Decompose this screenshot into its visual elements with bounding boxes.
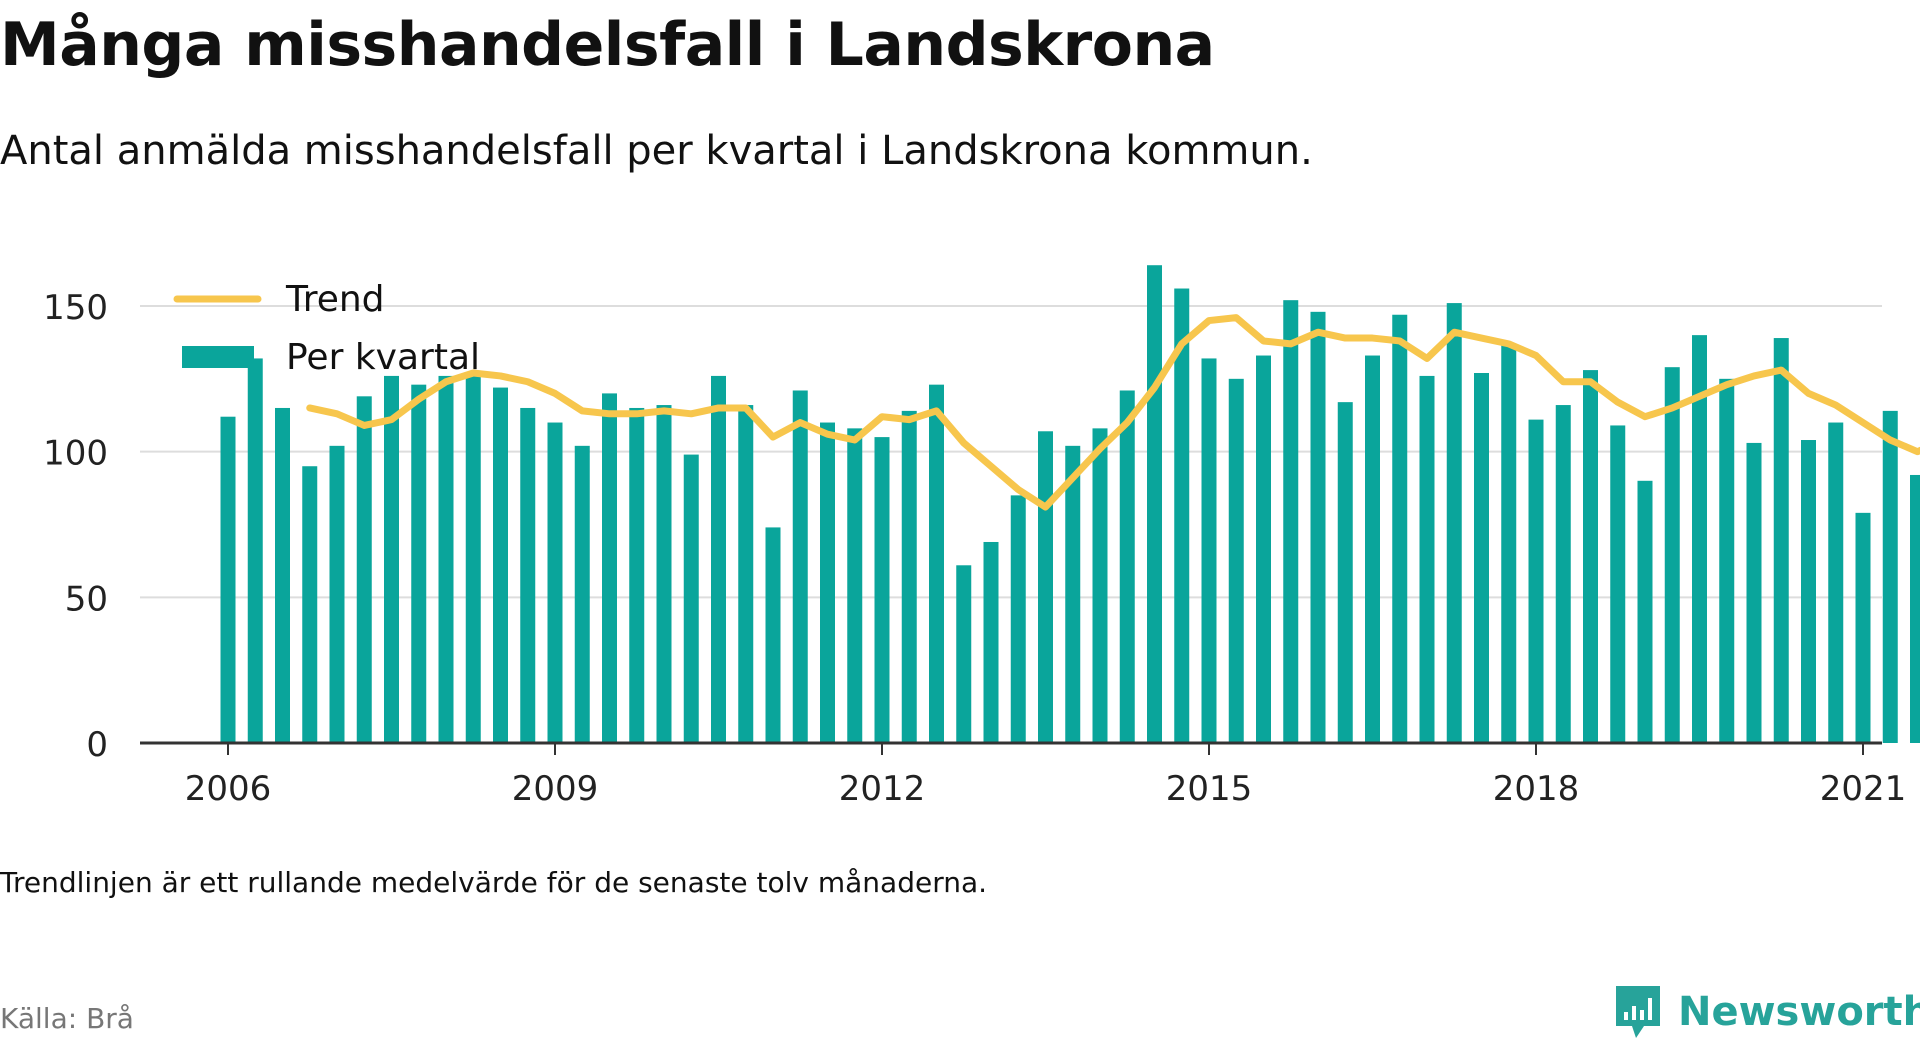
bar[interactable] <box>384 376 399 743</box>
bar[interactable] <box>684 455 699 743</box>
bar[interactable] <box>330 446 345 743</box>
bar[interactable] <box>1774 338 1789 743</box>
x-tick-label: 2006 <box>185 769 272 809</box>
bar[interactable] <box>1065 446 1080 743</box>
bar[interactable] <box>793 390 808 743</box>
source-credit: Källa: Brå <box>0 1002 134 1035</box>
x-tick-label: 2009 <box>512 769 599 809</box>
bar[interactable] <box>1392 315 1407 743</box>
bar[interactable] <box>929 385 944 743</box>
legend-trend-label[interactable]: Trend <box>285 279 385 320</box>
bar[interactable] <box>1420 376 1435 743</box>
legend-bar-label[interactable]: Per kvartal <box>286 337 480 378</box>
bar[interactable] <box>1747 443 1762 743</box>
footnote: Trendlinjen är ett rullande medelvärde f… <box>0 866 987 899</box>
newsworthy-brand-name: Newsworthy <box>1678 989 1920 1035</box>
bar[interactable] <box>520 408 535 743</box>
bar[interactable] <box>984 542 999 743</box>
x-tick-label: 2021 <box>1820 769 1907 809</box>
newsworthy-logo[interactable]: Newsworthy <box>1612 982 1920 1042</box>
bar[interactable] <box>711 376 726 743</box>
y-tick-label: 100 <box>43 434 108 474</box>
bar[interactable] <box>493 388 508 743</box>
bar[interactable] <box>766 527 781 743</box>
bar[interactable] <box>357 396 372 743</box>
bar[interactable] <box>302 466 317 743</box>
bar[interactable] <box>1665 367 1680 743</box>
legend: Trend Per kvartal <box>177 279 480 378</box>
bar[interactable] <box>902 411 917 743</box>
bar[interactable] <box>466 376 481 743</box>
x-tick-label: 2018 <box>1493 769 1580 809</box>
bar[interactable] <box>1719 379 1734 743</box>
bar[interactable] <box>1365 356 1380 743</box>
bar[interactable] <box>738 405 753 743</box>
legend-bar-swatch <box>182 346 254 368</box>
bar[interactable] <box>248 358 263 743</box>
bar[interactable] <box>1583 370 1598 743</box>
bar[interactable] <box>657 405 672 743</box>
bar[interactable] <box>1338 402 1353 743</box>
bar[interactable] <box>1011 495 1026 743</box>
bar[interactable] <box>1229 379 1244 743</box>
bar[interactable] <box>1883 411 1898 743</box>
bar[interactable] <box>1801 440 1816 743</box>
bar[interactable] <box>956 565 971 743</box>
bar[interactable] <box>575 446 590 743</box>
bar[interactable] <box>1283 300 1298 743</box>
bar[interactable] <box>1202 358 1217 743</box>
y-tick-label: 50 <box>65 579 108 619</box>
bar[interactable] <box>875 437 890 743</box>
bar[interactable] <box>1610 425 1625 743</box>
y-tick-label: 0 <box>86 725 108 765</box>
bar[interactable] <box>1447 303 1462 743</box>
bar[interactable] <box>548 423 563 743</box>
bar[interactable] <box>1093 428 1108 743</box>
y-tick-label: 150 <box>43 288 108 328</box>
bar[interactable] <box>820 423 835 743</box>
x-tick-label: 2012 <box>839 769 926 809</box>
bar[interactable] <box>602 393 617 743</box>
bar[interactable] <box>1474 373 1489 743</box>
bar[interactable] <box>1501 344 1516 743</box>
bar[interactable] <box>1311 312 1326 743</box>
bar[interactable] <box>1120 390 1135 743</box>
bar[interactable] <box>1529 420 1544 743</box>
bar[interactable] <box>847 428 862 743</box>
bar[interactable] <box>1256 356 1271 743</box>
newsworthy-logo-icon <box>1612 982 1664 1042</box>
bar[interactable] <box>411 385 426 743</box>
bar[interactable] <box>1556 405 1571 743</box>
bar[interactable] <box>1038 431 1053 743</box>
bar[interactable] <box>275 408 290 743</box>
bar[interactable] <box>1910 475 1920 743</box>
bar[interactable] <box>221 417 236 743</box>
x-tick-label: 2015 <box>1166 769 1253 809</box>
bar[interactable] <box>1147 265 1162 743</box>
bar[interactable] <box>1828 423 1843 743</box>
bar[interactable] <box>1638 481 1653 743</box>
bar[interactable] <box>629 408 644 743</box>
bar[interactable] <box>439 376 454 743</box>
bar[interactable] <box>1856 513 1871 743</box>
